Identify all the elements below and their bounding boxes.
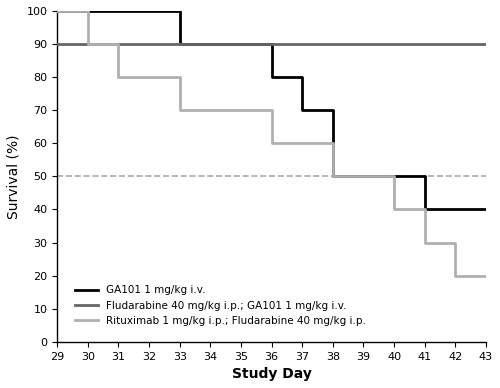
Y-axis label: Survival (%): Survival (%) (7, 134, 21, 218)
Legend: GA101 1 mg/kg i.v., Fludarabine 40 mg/kg i.p.; GA101 1 mg/kg i.v., Rituximab 1 m: GA101 1 mg/kg i.v., Fludarabine 40 mg/kg… (71, 281, 370, 330)
X-axis label: Study Day: Study Day (232, 367, 312, 381)
